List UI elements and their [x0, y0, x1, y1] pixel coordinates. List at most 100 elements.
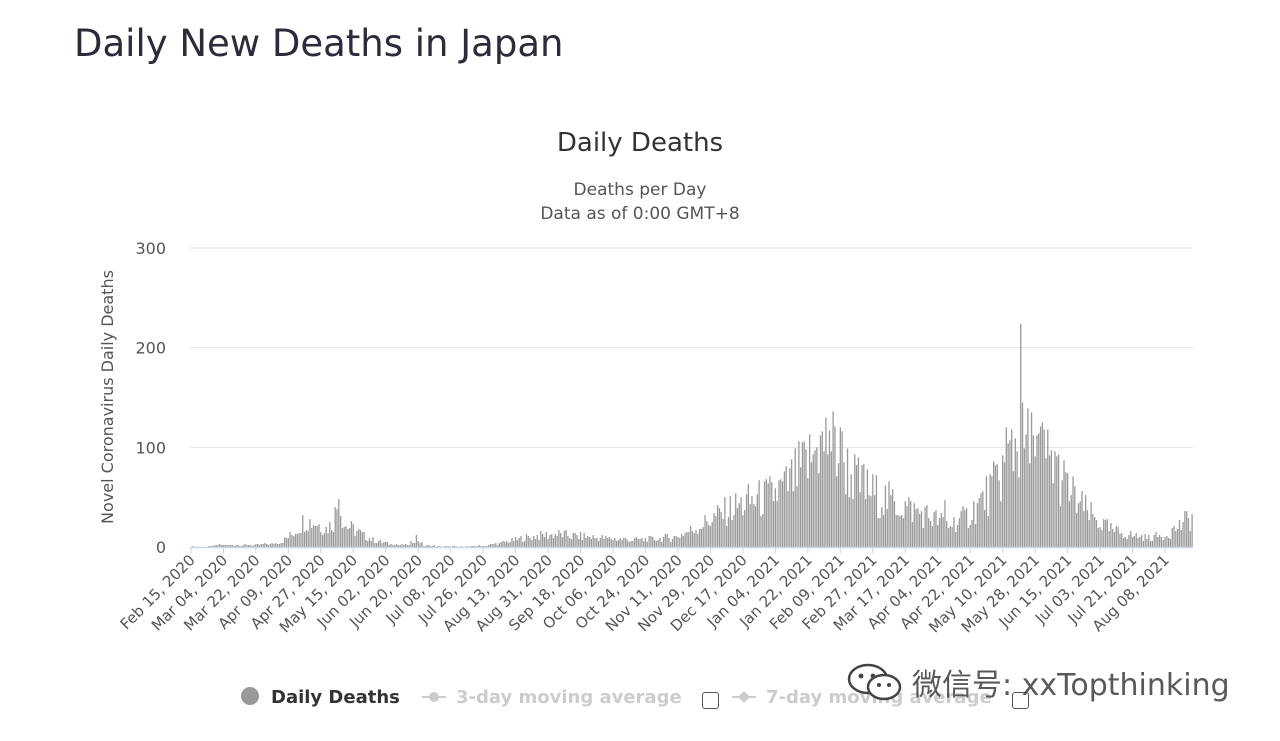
- bar: [810, 462, 813, 547]
- bar: [473, 546, 475, 547]
- bar: [998, 480, 1000, 547]
- bar: [794, 448, 796, 547]
- bar: [545, 532, 547, 547]
- bar: [881, 507, 883, 547]
- bar: [917, 508, 919, 547]
- bar: [455, 546, 457, 547]
- bar: [296, 534, 298, 547]
- bar: [1050, 450, 1053, 547]
- bar: [1155, 532, 1157, 547]
- bar: [1057, 454, 1060, 547]
- legend-label-3-day: 3-day moving average: [456, 687, 682, 708]
- bar: [417, 541, 419, 547]
- bar: [552, 538, 555, 547]
- bar: [955, 532, 957, 547]
- bar: [1126, 539, 1128, 547]
- bar: [1002, 455, 1004, 547]
- bar: [229, 545, 232, 547]
- bar: [213, 545, 215, 547]
- bar: [655, 541, 657, 547]
- bar: [428, 545, 430, 547]
- bar: [884, 485, 887, 547]
- bar: [460, 546, 463, 547]
- bar: [798, 441, 800, 547]
- bar: [1178, 520, 1181, 547]
- bar: [754, 506, 757, 547]
- y-tick-label: 0: [156, 538, 166, 557]
- bar: [722, 519, 724, 547]
- toggle-7-day-average-checkbox[interactable]: [1012, 692, 1029, 709]
- bar: [868, 495, 870, 547]
- bar: [419, 543, 421, 547]
- bar: [673, 536, 676, 547]
- bar: [386, 542, 389, 547]
- bar: [924, 507, 926, 547]
- bar: [392, 545, 394, 547]
- bar: [1025, 434, 1027, 547]
- bar: [1014, 438, 1016, 547]
- bar: [525, 534, 528, 547]
- bar: [1034, 456, 1036, 547]
- bar: [812, 454, 814, 547]
- bar: [307, 531, 309, 547]
- bar: [1135, 533, 1137, 547]
- bar: [947, 528, 950, 547]
- bar: [235, 545, 237, 547]
- bar: [531, 540, 533, 547]
- bar: [922, 528, 924, 547]
- bar: [652, 537, 654, 547]
- legend-item-3-day-average[interactable]: 3-day moving average: [422, 687, 682, 708]
- bar: [339, 516, 342, 547]
- bar: [1054, 451, 1056, 547]
- bar: [478, 545, 481, 547]
- bar: [237, 545, 239, 547]
- bar: [1180, 530, 1182, 547]
- bar: [781, 481, 784, 547]
- bar: [738, 503, 740, 547]
- bar: [280, 543, 282, 547]
- bar: [893, 501, 896, 547]
- bar: [220, 545, 223, 547]
- toggle-3-day-average-checkbox[interactable]: [702, 692, 719, 709]
- bar: [233, 546, 235, 547]
- bar: [1029, 463, 1031, 547]
- bar: [845, 494, 847, 547]
- bar: [657, 540, 659, 547]
- bar: [556, 536, 558, 547]
- bar: [646, 542, 648, 547]
- bar: [1068, 501, 1071, 547]
- bar: [527, 536, 529, 547]
- bar: [902, 518, 905, 547]
- bar: [325, 527, 327, 547]
- legend-item-daily-deaths[interactable]: Daily Deaths: [241, 687, 400, 708]
- bar: [303, 532, 306, 547]
- bar: [444, 546, 446, 547]
- bar: [1151, 541, 1154, 547]
- bar: [249, 545, 252, 547]
- bar: [958, 518, 961, 547]
- bar: [960, 511, 962, 547]
- bar: [549, 535, 551, 547]
- bar: [783, 471, 786, 547]
- bar: [345, 526, 347, 547]
- bar: [873, 495, 876, 547]
- bar: [1169, 539, 1172, 547]
- bar: [675, 536, 677, 547]
- bar: [240, 546, 243, 547]
- bar: [569, 538, 571, 547]
- bar: [498, 543, 501, 547]
- bar: [520, 536, 522, 547]
- bar: [496, 545, 499, 547]
- y-tick-label: 200: [135, 339, 166, 358]
- bar: [745, 494, 748, 547]
- bar: [215, 545, 217, 547]
- bar: [592, 535, 594, 547]
- bar: [1113, 532, 1116, 547]
- bar: [953, 517, 955, 547]
- bar: [1088, 520, 1090, 547]
- bar: [899, 516, 901, 547]
- bar: [242, 545, 244, 547]
- bar: [724, 497, 726, 547]
- bar: [1182, 522, 1184, 547]
